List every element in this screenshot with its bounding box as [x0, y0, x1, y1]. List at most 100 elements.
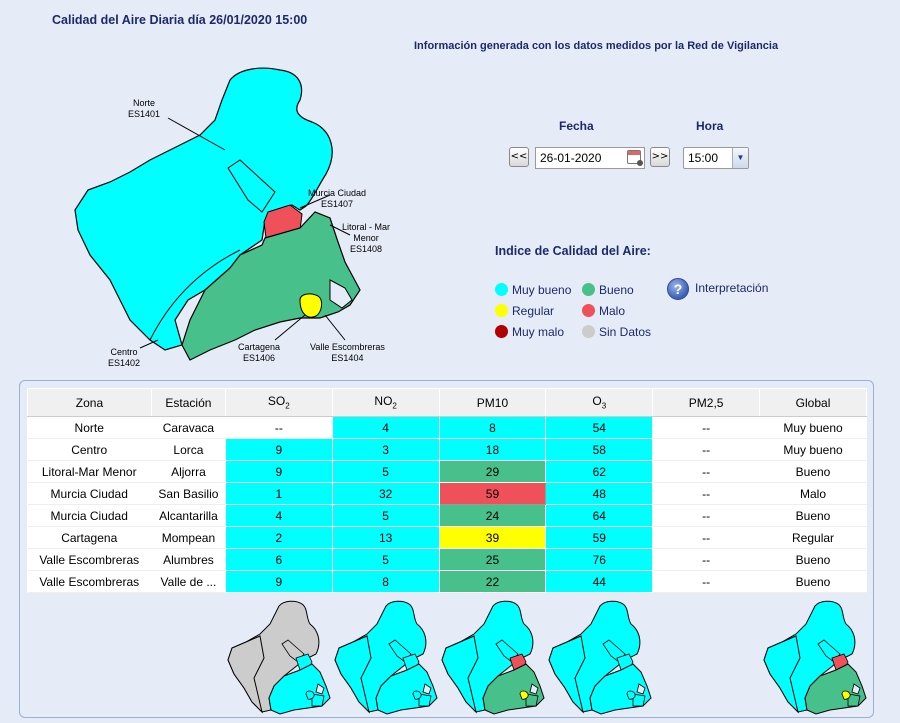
cell-o3: 58 — [545, 438, 654, 461]
date-input[interactable]: 26-01-2020 — [535, 147, 645, 169]
thumbnail-map[interactable] — [545, 598, 653, 721]
legend-title: Indice de Calidad del Aire: — [495, 244, 651, 258]
table-row: Valle Escombreras Valle de ... 9 8 22 44 -- Bue… — [27, 570, 867, 593]
cell-global: Bueno — [759, 570, 867, 593]
cell-so2: 4 — [225, 504, 333, 527]
thumbnail-map[interactable] — [438, 598, 546, 721]
cell-global: Bueno — [759, 460, 867, 483]
fecha-label: Fecha — [559, 119, 594, 133]
cell-pm10: 24 — [439, 504, 547, 527]
interpretacion-link[interactable]: Interpretación — [695, 281, 769, 295]
cell-pm10: 59 — [438, 482, 547, 505]
cell-pm25: -- — [652, 482, 761, 505]
cell-global: Malo — [759, 482, 867, 505]
legend-dot — [495, 283, 508, 296]
zone-cartagena[interactable] — [299, 293, 323, 318]
col-global: Global — [759, 388, 867, 417]
col-pm10: PM10 — [438, 388, 547, 417]
table-row: Murcia Ciudad Alcantarilla 4 5 24 64 -- Bueno — [27, 504, 867, 527]
cell-so2: 9 — [225, 438, 333, 461]
region-map — [74, 67, 361, 361]
cell-estacion: Alcantarilla — [151, 504, 226, 527]
hora-label: Hora — [696, 119, 724, 133]
legend-dot — [495, 325, 508, 338]
prev-date-button[interactable]: << — [509, 147, 529, 167]
col-zona: Zona — [27, 388, 152, 417]
legend-dot — [495, 304, 508, 317]
cell-pm25: -- — [652, 570, 761, 593]
table-row: Norte Caravaca -- 4 8 54 -- Muy bueno — [27, 416, 867, 439]
hora-select[interactable]: 15:00 ▼ — [683, 147, 749, 169]
cell-o3: 54 — [545, 416, 654, 439]
cell-pm25: -- — [652, 416, 761, 439]
legend-item-muy-malo: Muy malo — [495, 325, 564, 339]
legend-item-malo: Malo — [582, 304, 625, 318]
map-label-murcia: Murcia Ciudad ES1407 — [308, 188, 367, 209]
cell-estacion: Lorca — [151, 438, 226, 461]
page-title: Calidad del Aire Diaria día 26/01/2020 1… — [52, 13, 308, 27]
col-no2: NO2 — [331, 388, 440, 417]
cell-global: Muy bueno — [759, 416, 867, 439]
legend-dot — [582, 283, 595, 296]
cell-no2: 8 — [332, 570, 440, 593]
cell-zona: Valle Escombreras — [27, 570, 152, 593]
thumbnail-map[interactable] — [760, 598, 868, 721]
info-text: Información generada con los datos medid… — [414, 40, 779, 52]
chevron-down-icon[interactable]: ▼ — [732, 148, 748, 168]
map-label-litoral: Litoral - Mar Menor ES1408 — [341, 222, 390, 254]
cell-global: Regular — [759, 526, 867, 549]
table-header-row: Zona Estación SO2 NO2 PM10 O3 PM2,5 Glob… — [27, 388, 867, 417]
table-row: Cartagena Mompean 2 13 39 59 -- Regular — [27, 526, 867, 549]
cell-pm10: 25 — [439, 548, 547, 571]
table-row: Litoral-Mar Menor Aljorra 9 5 29 62 -- Bueno — [27, 460, 867, 483]
cell-global: Muy bueno — [759, 438, 867, 461]
cell-estacion: San Basilio — [151, 482, 226, 505]
cell-so2: 6 — [225, 548, 333, 571]
cell-global: Bueno — [759, 504, 867, 527]
cell-zona: Centro — [27, 438, 152, 461]
cell-pm25: -- — [652, 438, 761, 461]
map-label-valle: Valle Escombreras ES1404 — [310, 342, 385, 363]
cell-o3: 44 — [545, 570, 654, 593]
legend-dot — [582, 325, 595, 338]
cell-o3: 48 — [545, 482, 654, 505]
cell-no2: 3 — [332, 438, 440, 461]
col-pm25: PM2,5 — [652, 388, 761, 417]
cell-pm10: 18 — [439, 438, 547, 461]
legend-item-bueno: Bueno — [582, 283, 634, 297]
cell-zona: Murcia Ciudad — [27, 482, 152, 505]
zone-norte[interactable] — [74, 67, 333, 351]
help-icon[interactable]: ? — [667, 278, 689, 300]
cell-pm10: 29 — [439, 460, 547, 483]
table-row: Valle Escombreras Alumbres 6 5 25 76 -- Bueno — [27, 548, 867, 571]
next-date-button[interactable]: >> — [650, 147, 670, 167]
cell-no2: 4 — [332, 416, 440, 439]
calendar-icon[interactable] — [627, 150, 643, 166]
cell-o3: 64 — [545, 504, 654, 527]
cell-o3: 59 — [545, 526, 654, 549]
cell-so2: -- — [225, 416, 333, 439]
cell-estacion: Aljorra — [151, 460, 226, 483]
legend-item-muy-bueno: Muy bueno — [495, 283, 571, 297]
col-estacion: Estación — [150, 388, 226, 417]
cell-global: Bueno — [759, 548, 867, 571]
cell-estacion: Mompean — [151, 526, 226, 549]
cell-so2: 9 — [225, 460, 333, 483]
col-so2: SO2 — [224, 388, 333, 417]
cell-no2: 5 — [332, 548, 440, 571]
legend-dot — [582, 304, 595, 317]
cell-zona: Cartagena — [27, 526, 152, 549]
cell-zona: Murcia Ciudad — [27, 504, 152, 527]
thumbnail-map[interactable] — [331, 598, 439, 721]
table-row: Murcia Ciudad San Basilio 1 32 59 48 -- Malo — [27, 482, 867, 505]
air-quality-table: Zona Estación SO2 NO2 PM10 O3 PM2,5 Glob… — [27, 388, 867, 593]
zone-litoral[interactable] — [181, 211, 361, 361]
cell-pm10: 39 — [439, 526, 547, 549]
cell-estacion: Alumbres — [151, 548, 226, 571]
cell-estacion: Valle de ... — [151, 570, 226, 593]
cell-pm25: -- — [652, 460, 761, 483]
cell-pm25: -- — [652, 526, 761, 549]
cell-no2: 5 — [332, 504, 440, 527]
thumbnail-map[interactable] — [224, 598, 332, 721]
cell-pm25: -- — [652, 548, 761, 571]
